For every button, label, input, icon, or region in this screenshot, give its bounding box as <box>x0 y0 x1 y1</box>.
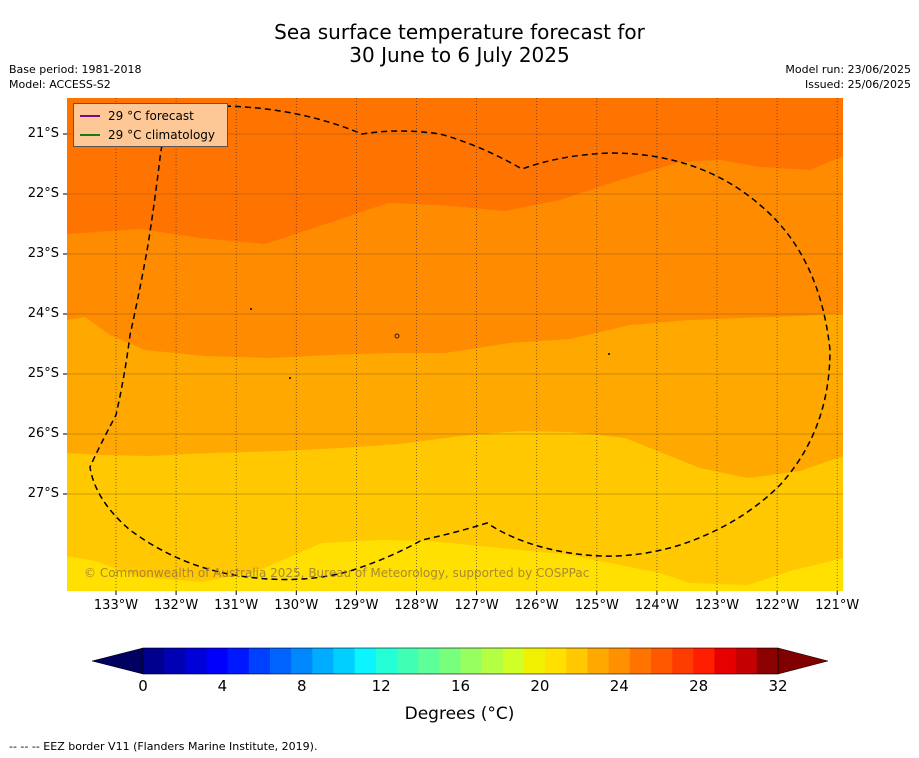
colorbar-swatch <box>693 648 715 674</box>
copyright-watermark: © Commonwealth of Australia 2025, Bureau… <box>84 566 590 580</box>
band-25 <box>67 540 843 591</box>
colorbar-label: Degrees (°C) <box>404 704 515 724</box>
legend-climatology-label: 29 °C climatology <box>108 128 216 142</box>
colorbar-swatch <box>756 648 779 674</box>
latitude-label: 26°S <box>27 426 59 441</box>
colorbar-swatch <box>481 648 504 674</box>
eez-footnote: -- -- -- EEZ border V11 (Flanders Marine… <box>9 740 318 753</box>
colorbar-swatch <box>333 648 355 674</box>
colorbar-swatch <box>164 648 186 674</box>
eez-border <box>89 105 831 581</box>
colorbar-swatch <box>714 648 736 674</box>
colorbar-swatch <box>502 648 525 674</box>
colorbar-swatch <box>651 648 673 674</box>
longitude-label: 130°W <box>274 598 319 613</box>
colorbar-swatch <box>418 648 440 674</box>
colorbar-swatch <box>545 648 567 674</box>
colorbar-tick-label: 24 <box>609 677 629 695</box>
climatology-line-swatch <box>80 134 100 136</box>
latitude-label: 21°S <box>27 126 59 141</box>
colorbar-frame <box>142 647 779 675</box>
model-run: Model run: 23/06/2025 <box>785 63 911 76</box>
colorbar-tick-label: 8 <box>296 677 307 695</box>
colorbar-tick-label: 0 <box>138 677 148 695</box>
latitude-label: 25°S <box>27 366 59 381</box>
legend-forecast: 29 °C forecast <box>80 107 194 125</box>
colorbar-tick-label: 32 <box>768 677 788 695</box>
longitude-label: 121°W <box>815 598 860 613</box>
colorbar-swatch <box>375 648 398 674</box>
title-line-1: Sea surface temperature forecast for <box>274 20 645 44</box>
island-dot <box>608 353 610 355</box>
longitude-label: 124°W <box>634 598 679 613</box>
longitude-label: 129°W <box>334 598 379 613</box>
colorbar-swatch <box>439 648 461 674</box>
colorbar-swatch <box>629 648 652 674</box>
island-dot <box>289 377 291 379</box>
colorbar-swatch <box>397 648 419 674</box>
title-line-2: 30 June to 6 July 2025 <box>349 43 570 67</box>
colorbar-low-extension <box>91 647 144 675</box>
colorbar-tick-label: 12 <box>371 677 391 695</box>
colorbar-swatch <box>735 648 758 674</box>
colorbar-tick-label: 16 <box>450 677 471 695</box>
colorbar-swatch <box>291 648 313 674</box>
base-period: Base period: 1981-2018 <box>9 63 142 76</box>
legend-forecast-label: 29 °C forecast <box>108 109 194 123</box>
colorbar <box>91 647 829 675</box>
colorbar-swatch <box>185 648 207 674</box>
colorbar-swatch <box>312 648 334 674</box>
colorbar-swatch <box>270 648 292 674</box>
forecast-line-swatch <box>80 115 100 117</box>
colorbar-swatch <box>608 648 631 674</box>
colorbar-swatch <box>672 648 694 674</box>
longitude-label: 128°W <box>394 598 439 613</box>
island-dot <box>394 333 400 339</box>
map-legend: 29 °C forecast 29 °C climatology <box>73 103 228 147</box>
colorbar-swatch <box>460 648 482 674</box>
longitude-label: 131°W <box>214 598 259 613</box>
sst-map <box>63 98 843 675</box>
colorbar-swatch <box>587 648 609 674</box>
colorbar-swatch <box>524 648 546 674</box>
longitude-label: 133°W <box>93 598 139 613</box>
colorbar-swatch <box>206 648 228 674</box>
latitude-label: 27°S <box>27 486 59 501</box>
colorbar-swatch <box>143 648 165 674</box>
band-26 <box>67 431 843 591</box>
legend-climatology: 29 °C climatology <box>80 126 215 144</box>
colorbar-tick-label: 28 <box>689 677 709 695</box>
latitude-label: 24°S <box>27 306 59 321</box>
latitude-label: 22°S <box>27 186 59 201</box>
colorbar-swatch <box>227 648 250 674</box>
model-name: Model: ACCESS-S2 <box>9 78 111 91</box>
longitude-label: 127°W <box>454 598 499 613</box>
island-dot <box>250 308 252 310</box>
colorbar-swatch <box>248 648 271 674</box>
longitude-label: 125°W <box>574 598 619 613</box>
colorbar-swatch <box>566 648 588 674</box>
latitude-label: 23°S <box>27 246 59 261</box>
colorbar-swatch <box>354 648 377 674</box>
longitude-label: 122°W <box>755 598 800 613</box>
colorbar-high-extension <box>777 647 829 675</box>
colorbar-tick-label: 20 <box>530 677 550 695</box>
longitude-label: 126°W <box>514 598 559 613</box>
colorbar-tick-label: 4 <box>217 677 228 695</box>
longitude-label: 132°W <box>154 598 199 613</box>
issued-date: Issued: 25/06/2025 <box>804 78 911 91</box>
longitude-label: 123°W <box>694 598 740 613</box>
